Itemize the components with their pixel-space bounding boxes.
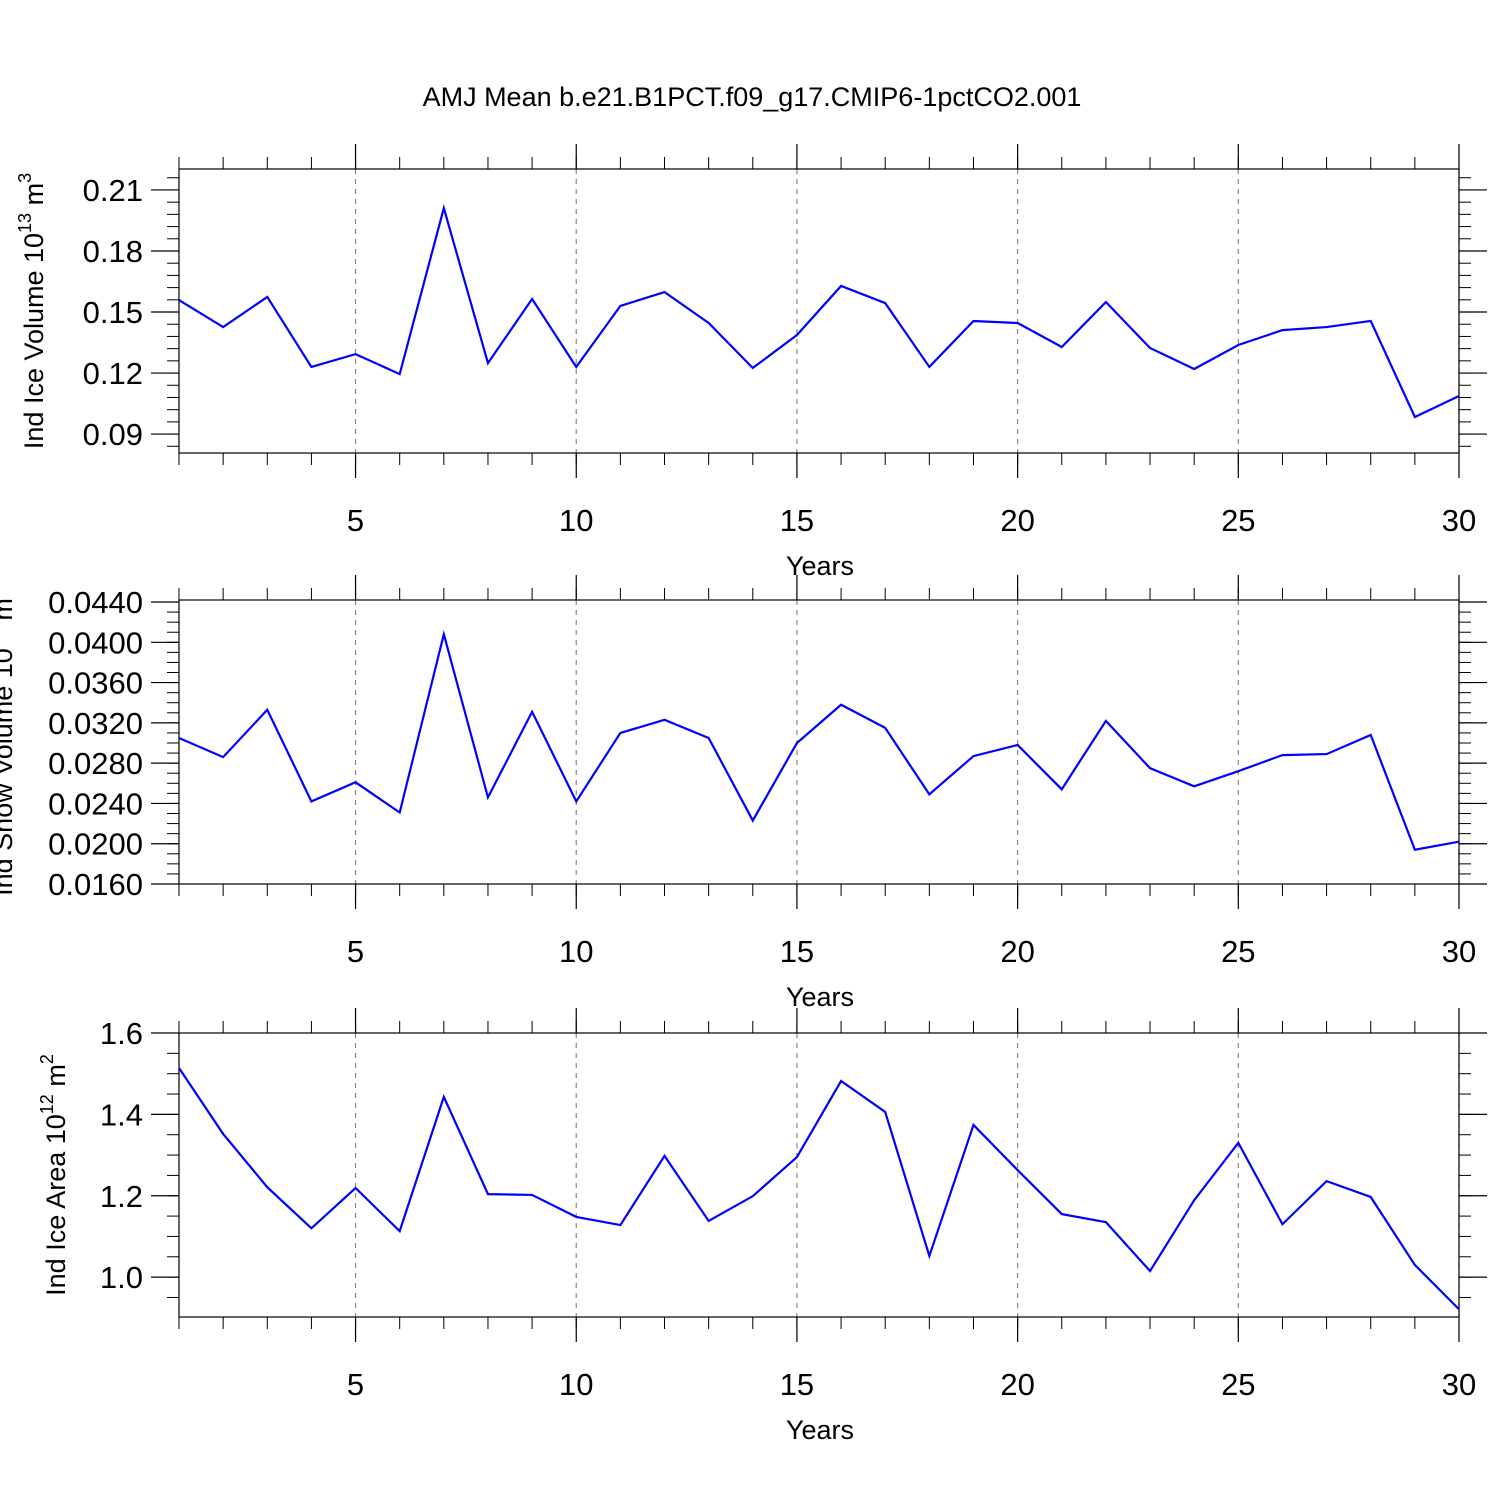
y-axis-label-part: m [41, 1064, 71, 1094]
y-tick-label: 0.21 [83, 173, 143, 208]
x-tick-label: 10 [559, 1367, 593, 1402]
y-axis-label-part: m [0, 598, 18, 628]
plot-frame [178, 168, 1460, 454]
x-tick-label: 5 [347, 934, 364, 969]
y-axis-label-exponent: 3 [15, 173, 35, 183]
y-axis-label-part: Ind Ice Area 10 [41, 1114, 71, 1296]
y-tick-label: 0.18 [83, 234, 143, 269]
y-tick-label: 0.0240 [48, 786, 143, 821]
y-axis-label-exponent: 12 [37, 1094, 57, 1114]
y-tick-label: 1.2 [100, 1179, 143, 1214]
y-tick-label: 0.15 [83, 295, 143, 330]
x-tick-label: 20 [1000, 503, 1034, 538]
y-tick-label: 0.0160 [48, 867, 143, 902]
y-axis-label: Ind Ice Volume 1013 m3 [15, 173, 49, 449]
x-tick-label: 15 [780, 1367, 814, 1402]
x-axis-label: Years [786, 982, 854, 1012]
y-axis-label-exponent: 3 [0, 588, 4, 598]
x-axis-label: Years [786, 551, 854, 581]
x-tick-label: 10 [559, 934, 593, 969]
y-tick-label: 1.6 [100, 1016, 143, 1051]
y-axis-label-exponent: 13 [0, 628, 4, 648]
panel: 5 10 15 20 25 30 0.09 0.12 0.15 0.18 0.21 Years Ind … [15, 144, 1487, 581]
y-tick-label: 0.0400 [48, 625, 143, 660]
y-axis-label-part: Ind Snow Volume 10 [0, 648, 18, 896]
y-tick-label: 0.0320 [48, 706, 143, 741]
y-tick-label: 0.0200 [48, 827, 143, 862]
x-tick-label: 25 [1221, 934, 1255, 969]
data-line [178, 1067, 1460, 1311]
y-tick-label: 1.4 [100, 1097, 143, 1132]
x-tick-label: 30 [1442, 1367, 1476, 1402]
y-axis-label: Ind Ice Area 1012 m2 [37, 1054, 71, 1296]
x-tick-label: 25 [1221, 1367, 1255, 1402]
x-tick-label: 20 [1000, 1367, 1034, 1402]
x-axis-label: Years [786, 1415, 854, 1445]
data-line [178, 629, 1460, 852]
x-tick-label: 10 [559, 503, 593, 538]
plot-frame [178, 1032, 1460, 1318]
panel: 5 10 15 20 25 30 1.0 1.2 1.4 1.6 Years Ind Ice Area… [37, 1008, 1487, 1445]
figure-title: AMJ Mean b.e21.B1PCT.f09_g17.CMIP6-1pctC… [423, 82, 1082, 112]
y-tick-label: 0.0440 [48, 585, 143, 620]
y-axis-label-exponent: 13 [15, 213, 35, 233]
y-axis-label-exponent: 2 [37, 1054, 57, 1064]
y-tick-label: 0.0280 [48, 746, 143, 781]
x-tick-label: 5 [347, 1367, 364, 1402]
x-tick-label: 30 [1442, 934, 1476, 969]
x-tick-label: 15 [780, 503, 814, 538]
y-axis-label-part: m [19, 183, 49, 213]
x-tick-label: 25 [1221, 503, 1255, 538]
y-tick-label: 0.12 [83, 356, 143, 391]
x-tick-label: 5 [347, 503, 364, 538]
x-tick-label: 15 [780, 934, 814, 969]
y-tick-label: 0.0360 [48, 666, 143, 701]
data-line [178, 203, 1460, 419]
x-tick-label: 30 [1442, 503, 1476, 538]
x-tick-label: 20 [1000, 934, 1034, 969]
y-axis-label: Ind Snow Volume 1013 m3 [0, 588, 18, 896]
y-tick-label: 0.09 [83, 417, 143, 452]
plot-frame [178, 599, 1460, 885]
y-axis-label-part: Ind Ice Volume 10 [19, 233, 49, 449]
y-tick-label: 1.0 [100, 1260, 143, 1295]
panel: 5 10 15 20 25 30 0.0160 0.0200 0.0240 0.0280 0.032… [0, 575, 1487, 1012]
